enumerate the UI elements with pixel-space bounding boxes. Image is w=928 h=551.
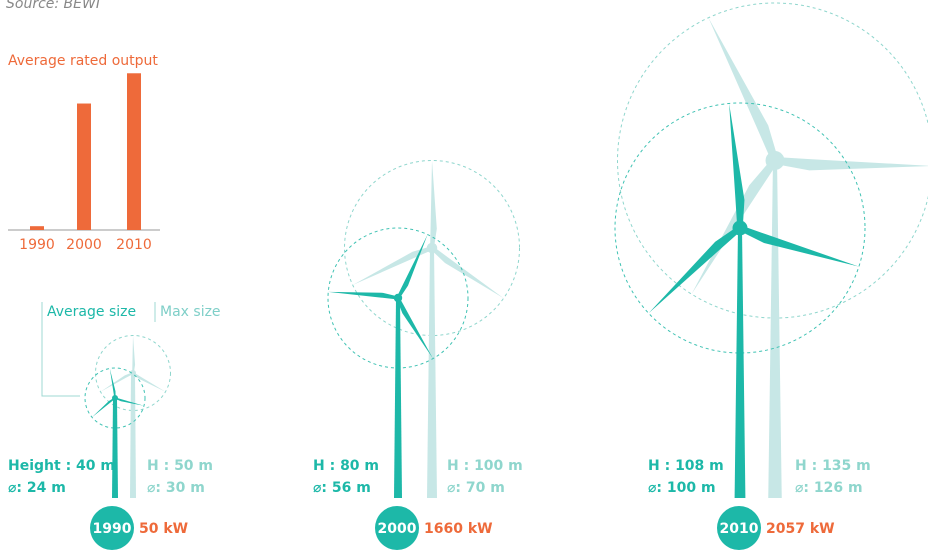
max-height: H : 135 m [795, 458, 871, 474]
average-diameter: ⌀: 24 m [8, 480, 66, 496]
tower [112, 398, 118, 498]
year-badge [717, 506, 761, 550]
bar [127, 73, 141, 231]
bar [30, 226, 44, 230]
blade [114, 397, 144, 406]
blade [729, 103, 745, 229]
blade [430, 160, 437, 248]
max-height: H : 100 m [447, 458, 523, 474]
x-tick-label: 2010 [116, 237, 152, 253]
hub [393, 293, 403, 303]
blade [396, 234, 428, 299]
legend-average: Average size [47, 304, 136, 320]
blade [739, 225, 859, 267]
hub [426, 242, 438, 254]
tower [734, 228, 746, 498]
chart-title: Average rated output [8, 53, 158, 69]
legend-bracket [41, 302, 80, 397]
tower [394, 298, 402, 498]
blade [328, 291, 399, 300]
average-height: Height : 40 m [8, 458, 115, 474]
x-tick-label: 2000 [66, 237, 102, 253]
max-diameter: ⌀: 30 m [147, 480, 205, 496]
blade [352, 246, 433, 285]
blade [132, 372, 166, 392]
hub [130, 370, 136, 376]
year-label: 2010 [720, 521, 759, 537]
legend-max: Max size [160, 304, 221, 320]
max-height: H : 50 m [147, 458, 213, 474]
rotor-circle [84, 367, 146, 429]
power-label: 1660 kW [424, 521, 493, 537]
source: Source: BEWI [6, 0, 100, 12]
tower [427, 248, 437, 498]
average-height: H : 108 m [648, 458, 724, 474]
blade [92, 397, 116, 418]
tower [768, 160, 782, 498]
rotor-circle [614, 102, 866, 354]
year-label: 1990 [93, 521, 132, 537]
max-diameter: ⌀: 126 m [795, 480, 863, 496]
blade [430, 246, 504, 299]
blade [774, 157, 928, 171]
blade [100, 372, 134, 392]
hub [112, 395, 118, 401]
blade [396, 297, 433, 359]
blade [648, 225, 742, 314]
average-height: H : 80 m [313, 458, 379, 474]
power-label: 50 kW [139, 521, 188, 537]
rotor-circle [344, 160, 520, 336]
tower [130, 373, 136, 498]
hub [765, 151, 785, 170]
year-badge [90, 506, 134, 550]
max-diameter: ⌀: 70 m [447, 480, 505, 496]
blade [109, 368, 116, 399]
blade [132, 335, 136, 373]
hub [732, 220, 748, 236]
average-diameter: ⌀: 56 m [313, 480, 371, 496]
year-label: 2000 [378, 521, 417, 537]
average-diameter: ⌀: 100 m [648, 480, 716, 496]
x-tick-label: 1990 [19, 237, 55, 253]
blade [708, 17, 779, 162]
power-label: 2057 kW [766, 521, 835, 537]
year-badge [375, 506, 419, 550]
bar [77, 103, 91, 230]
